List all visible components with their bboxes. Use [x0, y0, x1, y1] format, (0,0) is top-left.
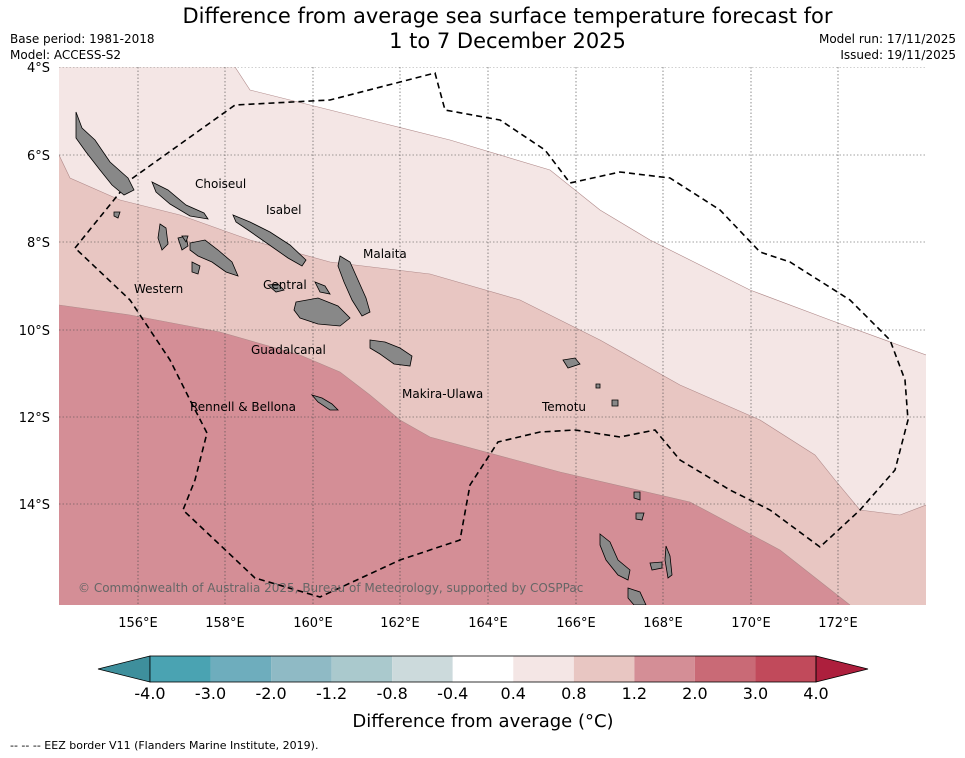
colorbar-frame: [149, 655, 817, 683]
colorbar-segment: [452, 656, 514, 682]
sst-anomaly-field: Choiseul Isabel Malaita Western Central …: [59, 67, 926, 605]
island-small-5: [635, 512, 645, 521]
colorbar-extend-low: [97, 655, 151, 683]
island-vanikoro: [611, 399, 619, 407]
issued-date: Issued: 19/11/2025: [840, 48, 956, 62]
province-label: Temotu: [541, 400, 586, 414]
colorbar-tick-label: 0.8: [561, 684, 586, 703]
colorbar-tick-label: 2.0: [682, 684, 707, 703]
colorbar-segment: [331, 656, 393, 682]
island-new-georgia: [189, 239, 239, 277]
islands: [75, 111, 673, 605]
colorbar-segment: [271, 656, 332, 682]
island-santa-cruz: [562, 357, 581, 369]
colorbar-tick-label: -0.8: [377, 684, 408, 703]
colorbar-segment: [513, 656, 574, 682]
title-line-2: 1 to 7 December 2025: [389, 29, 626, 53]
lon-tick: 166°E: [556, 616, 596, 631]
island-guadalcanal: [293, 297, 351, 327]
colorbar-tick-label: 3.0: [743, 684, 768, 703]
title-line-1: Difference from average sea surface temp…: [182, 4, 833, 28]
island-small-3: [595, 383, 601, 389]
colorbar-tick-label: 4.0: [803, 684, 828, 703]
island-russell: [314, 281, 331, 295]
island-ambae: [649, 561, 663, 571]
band-1-2-to-2-0: [59, 305, 850, 605]
island-malaita: [337, 255, 371, 317]
lat-tick: 12°S: [19, 411, 50, 426]
lon-tick: 170°E: [731, 616, 771, 631]
island-makira: [369, 339, 413, 367]
island-rennell: [310, 394, 339, 411]
colorbar-segment: [150, 656, 211, 682]
province-label: Choiseul: [195, 177, 246, 191]
lon-tick-labels: 156°E 158°E 160°E 162°E 164°E 166°E 168°…: [118, 616, 858, 631]
colorbar-segment: [755, 656, 816, 682]
lat-tick: 14°S: [19, 498, 50, 513]
lon-tick: 156°E: [118, 616, 158, 631]
colorbar-segment: [694, 656, 756, 682]
copyright-watermark: © Commonwealth of Australia 2025, Bureau…: [78, 581, 583, 595]
island-choiseul: [75, 111, 135, 196]
colorbar-tick-label: 1.2: [622, 684, 647, 703]
lon-tick: 160°E: [293, 616, 333, 631]
island-ranongga: [191, 261, 201, 275]
island-small-1: [113, 211, 121, 219]
model-run: Model run: 17/11/2025: [818, 32, 956, 46]
island-florida: [267, 283, 285, 293]
run-info: Model run: 17/11/2025 Issued: 19/11/2025: [819, 31, 956, 63]
island-malekula: [627, 587, 647, 605]
island-espiritu: [599, 533, 631, 581]
island-small-2: [181, 235, 189, 243]
island-isabel: [232, 214, 307, 267]
lat-tick: 8°S: [27, 236, 50, 251]
colorbar-tick-label: -0.4: [437, 684, 468, 703]
province-label: Malaita: [363, 247, 407, 261]
lat-tick: 6°S: [27, 149, 50, 164]
eez-legend-note: -- -- -- EEZ border V11 (Flanders Marine…: [10, 739, 319, 752]
colorbar-segment: [392, 656, 453, 682]
colorbar-extend-high: [815, 655, 869, 683]
lon-tick: 158°E: [205, 616, 245, 631]
colorbar-tick-label: 0.4: [501, 684, 526, 703]
model-info: Base period: 1981-2018 Model: ACCESS-S2: [10, 31, 155, 63]
colorbar: -4.0 -3.0 -2.0 -1.2 -0.8 -0.4 0.4 0.8 1.2 2.0 3.0 4…: [97, 655, 869, 703]
colorbar-tick-label: -1.2: [316, 684, 347, 703]
island-choiseul-east: [151, 181, 209, 220]
lon-tick: 164°E: [468, 616, 508, 631]
province-label: Guadalcanal: [251, 343, 326, 357]
island-pentecost: [664, 545, 673, 579]
province-label: Western: [134, 282, 183, 296]
colorbar-segment: [573, 656, 635, 682]
colorbar-segment: [210, 656, 272, 682]
colorbar-tick-label: -4.0: [134, 684, 165, 703]
lat-tick-labels: 4°S 6°S 8°S 10°S 12°S 14°S: [19, 61, 50, 513]
island-western-small: [157, 223, 169, 251]
model-name: Model: ACCESS-S2: [10, 48, 122, 62]
colorbar-tick-label: -2.0: [255, 684, 286, 703]
colorbar-tick-label: -3.0: [195, 684, 226, 703]
lat-tick: 10°S: [19, 324, 50, 339]
lon-tick: 172°E: [818, 616, 858, 631]
island-small-4: [633, 491, 641, 501]
lat-tick: 4°S: [27, 61, 50, 76]
lon-tick: 162°E: [380, 616, 420, 631]
base-period: Base period: 1981-2018: [10, 32, 155, 46]
province-label: Central: [263, 278, 307, 292]
colorbar-label: Difference from average (°C): [352, 711, 613, 732]
province-label: Isabel: [266, 203, 301, 217]
lon-tick: 168°E: [643, 616, 683, 631]
eez-border: [74, 72, 909, 598]
colorbar-segment: [634, 656, 695, 682]
province-label: Makira-Ulawa: [402, 387, 483, 401]
chart-title: Difference from average sea surface temp…: [150, 4, 865, 54]
province-label: Rennell & Bellona: [190, 400, 296, 414]
